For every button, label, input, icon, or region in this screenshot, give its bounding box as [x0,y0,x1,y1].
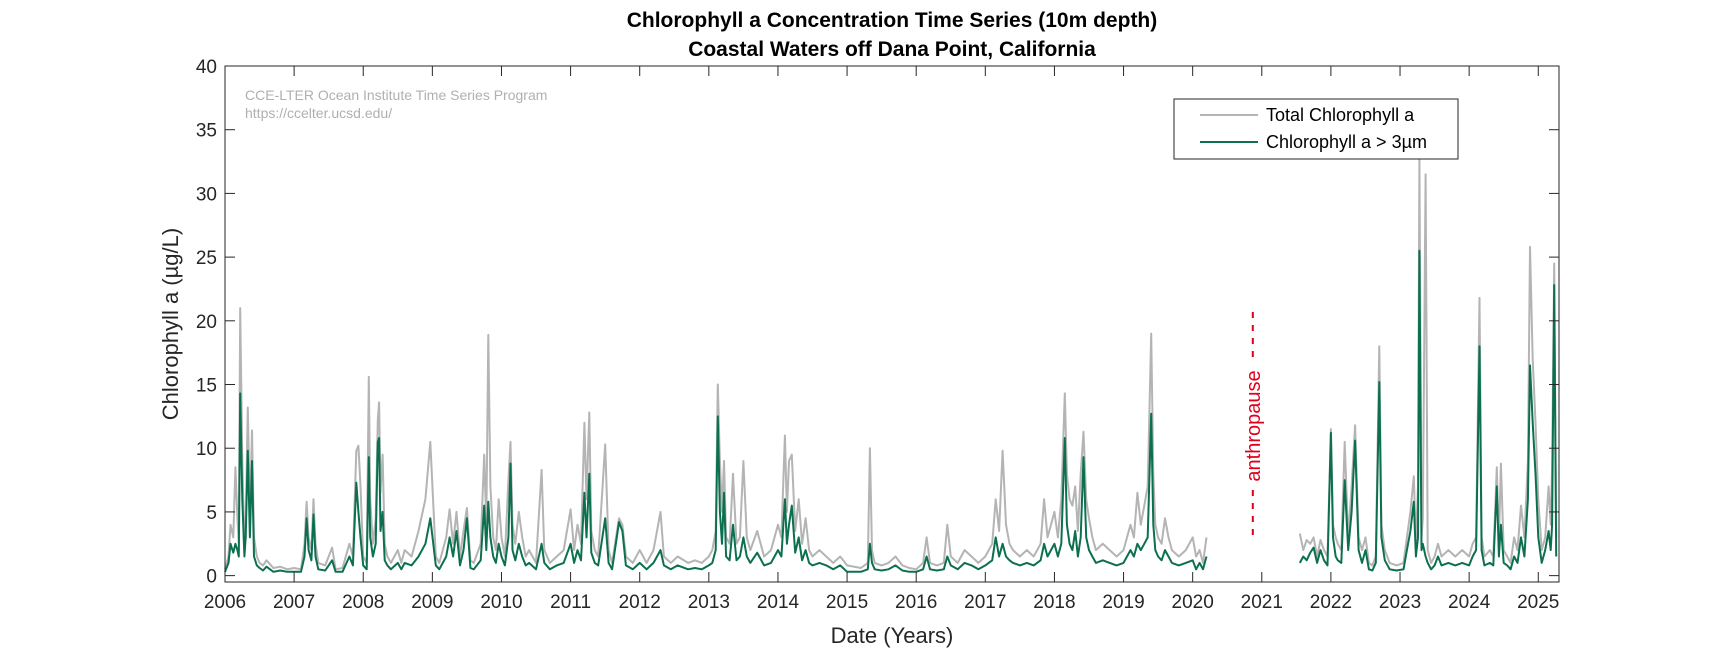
series-line-1-segment-1 [1298,249,1558,572]
y-tick-label: 10 [196,439,217,460]
x-tick-label: 2013 [688,592,730,613]
y-tick-label: 5 [206,503,217,524]
x-tick-label: 2024 [1448,592,1491,613]
legend-label-total: Total Chlorophyll a [1266,105,1415,125]
y-axis-label: Chlorophyll a (µg/L) [158,228,183,420]
y-tick-label: 20 [196,312,217,333]
x-tick-label: 2020 [1172,592,1214,613]
watermark-line-1: CCE-LTER Ocean Institute Time Series Pro… [245,87,547,103]
x-tick-label: 2025 [1517,592,1559,613]
plot-frame [224,65,1560,583]
y-tick-label: 35 [196,121,217,142]
x-axis: 2006 2007 2008 2009 2010 2011 2012 2013 2014 2015… [204,66,1559,613]
legend: Total Chlorophyll a Chlorophyll a > 3µm [1173,98,1459,160]
x-tick-label: 2011 [550,592,591,613]
x-tick-label: 2015 [826,592,868,613]
chart-subtitle: Coastal Waters off Dana Point, Californi… [688,38,1096,61]
y-tick-label: 30 [196,184,217,205]
x-tick-label: 2008 [342,592,384,613]
anthropause-label: anthropause [1243,370,1265,481]
x-tick-label: 2017 [964,592,1006,613]
y-tick-label: 15 [196,376,217,397]
watermark-line-2: https://ccelter.ucsd.edu/ [245,105,392,121]
x-tick-label: 2021 [1241,592,1283,613]
x-tick-label: 2014 [757,592,800,613]
x-tick-label: 2023 [1379,592,1421,613]
chart-title: Chlorophyll a Concentration Time Series … [627,9,1158,32]
y-tick-label: 40 [196,57,217,78]
x-tick-label: 2006 [204,592,246,613]
x-tick-label: 2010 [480,592,522,613]
x-tick-label: 2009 [411,592,453,613]
x-tick-label: 2019 [1102,592,1144,613]
annotation-layer: anthropause [1243,312,1265,540]
legend-box [1173,98,1459,160]
y-tick-label: 25 [196,248,217,269]
x-axis-label: Date (Years) [831,623,954,648]
x-tick-label: 2022 [1310,592,1352,613]
series-layer [224,156,1558,573]
y-tick-label: 0 [206,567,217,588]
y-axis: 0 5 10 15 20 25 30 35 40 [196,57,1559,588]
series-line-1-segment-0 [224,392,1208,573]
series-line-0-segment-1 [1298,156,1558,567]
x-tick-label: 2016 [895,592,937,613]
x-tick-label: 2007 [273,592,315,613]
x-tick-label: 2012 [619,592,661,613]
series-line-0-segment-0 [224,307,1208,571]
legend-label-gt3um: Chlorophyll a > 3µm [1266,132,1427,152]
x-tick-label: 2018 [1033,592,1075,613]
